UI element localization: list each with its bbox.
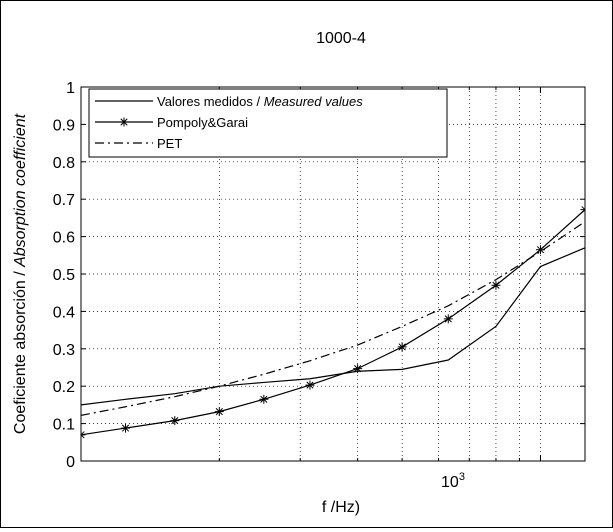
- legend-marker: [120, 118, 129, 127]
- legend: Valores medidos / Measured values Pompoly…: [89, 89, 447, 157]
- data-point-marker: [444, 314, 453, 323]
- x-axis-label: f /Hz): [322, 499, 360, 516]
- legend-label-plain: PET: [157, 136, 182, 151]
- y-tick-label: 0.7: [53, 192, 75, 209]
- legend-label-plain: Pompoly&Garai: [157, 115, 248, 130]
- y-axis-label-italic: Absorption coefficient: [12, 113, 29, 268]
- y-axis-label-plain: Coeficiente absorción /: [12, 267, 29, 434]
- x-tick-label-base: 10: [441, 474, 459, 491]
- y-tick-label: 0.8: [53, 155, 75, 172]
- legend-label-italic: Measured values: [264, 94, 363, 109]
- data-point-marker: [353, 364, 362, 373]
- y-tick-label: 0.6: [53, 230, 75, 247]
- legend-label: Valores medidos / Measured values: [157, 94, 363, 109]
- legend-label: Pompoly&Garai: [157, 115, 248, 130]
- data-point-marker: [491, 281, 500, 290]
- y-tick-label: 0.5: [53, 267, 75, 284]
- y-axis-label: Coeficiente absorción / Absorption coeff…: [12, 113, 29, 434]
- data-point-marker: [121, 424, 130, 433]
- y-tick-label: 1: [66, 80, 75, 97]
- y-tick-label: 0.4: [53, 304, 75, 321]
- y-tick-label: 0.3: [53, 342, 75, 359]
- data-point-marker: [398, 342, 407, 351]
- x-tick-label-1000: 103: [441, 471, 465, 491]
- x-tick-label-exponent: 3: [459, 471, 465, 483]
- data-point-marker: [170, 416, 179, 425]
- chart-title: 1000-4: [316, 30, 366, 47]
- data-point-marker: [215, 407, 224, 416]
- y-tick-label: 0: [66, 454, 75, 471]
- y-tick-label: 0.9: [53, 117, 75, 134]
- y-tick-label: 0.2: [53, 379, 75, 396]
- data-point-marker: [305, 381, 314, 390]
- legend-label-plain: Valores medidos /: [157, 94, 264, 109]
- data-point-marker: [259, 395, 268, 404]
- legend-label: PET: [157, 136, 182, 151]
- y-tick-label: 0.1: [53, 417, 75, 434]
